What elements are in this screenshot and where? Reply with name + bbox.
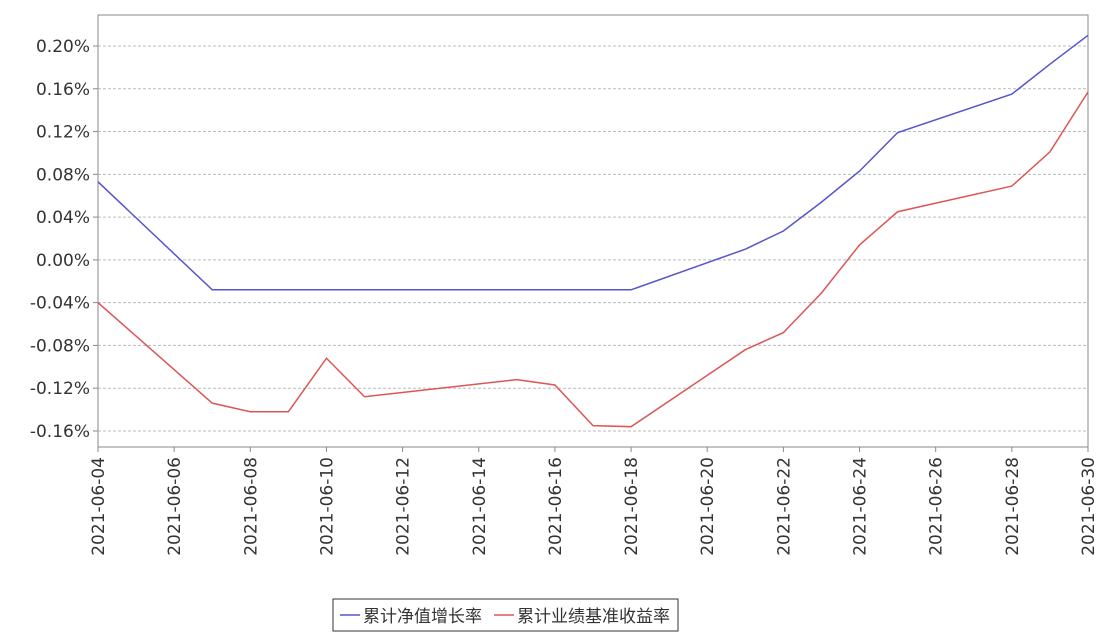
y-tick-label: 0.16% xyxy=(36,80,90,100)
y-tick-label: 0.00% xyxy=(36,251,90,271)
x-tick-label: 2021-06-12 xyxy=(394,457,414,556)
legend-label: 累计净值增长率 xyxy=(363,607,482,627)
x-tick-label: 2021-06-26 xyxy=(927,457,947,556)
x-tick-label: 2021-06-08 xyxy=(241,457,261,556)
x-tick-label: 2021-06-24 xyxy=(851,457,871,556)
x-tick-label: 2021-06-06 xyxy=(165,457,185,556)
x-tick-label: 2021-06-04 xyxy=(89,457,109,556)
y-tick-label: -0.04% xyxy=(30,294,90,314)
series-line xyxy=(97,91,1089,428)
y-tick-label: -0.08% xyxy=(30,336,90,356)
series-line xyxy=(97,34,1089,291)
x-tick-label: 2021-06-14 xyxy=(470,457,490,556)
y-tick-label: 0.12% xyxy=(36,123,90,143)
plot-area xyxy=(97,14,1089,448)
legend-label: 累计业绩基准收益率 xyxy=(517,607,670,627)
y-tick-label: 0.20% xyxy=(36,37,90,57)
x-tick-label: 2021-06-16 xyxy=(546,457,566,556)
x-tick-label: 2021-06-18 xyxy=(622,457,642,556)
x-tick-label: 2021-06-20 xyxy=(698,457,718,556)
y-tick-label: 0.04% xyxy=(36,208,90,228)
x-tick-label: 2021-06-30 xyxy=(1079,457,1098,556)
y-tick-label: -0.12% xyxy=(30,379,90,399)
y-tick-label: -0.16% xyxy=(30,422,90,442)
y-tick-label: 0.08% xyxy=(36,165,90,185)
x-tick-label: 2021-06-10 xyxy=(317,457,337,556)
x-tick-label: 2021-06-22 xyxy=(774,457,794,556)
x-tick-label: 2021-06-28 xyxy=(1003,457,1023,556)
